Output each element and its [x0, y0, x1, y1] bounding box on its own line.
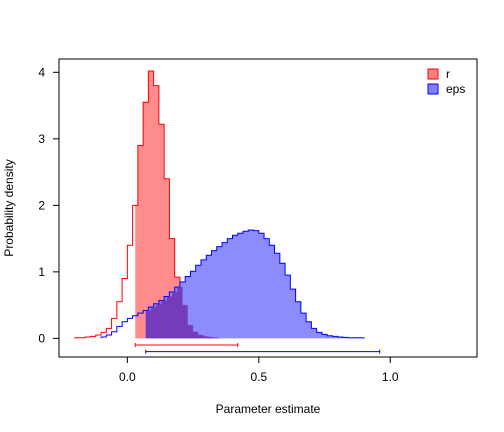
legend-label-eps: eps — [446, 82, 465, 96]
legend: r eps — [427, 67, 465, 96]
x-tick-label: 0.5 — [250, 370, 267, 384]
density-outline-eps — [100, 229, 365, 339]
x-axis: 0.0 0.5 1.0 — [119, 356, 399, 384]
y-tick-label: 1 — [38, 265, 45, 279]
x-axis-title: Parameter estimate — [216, 402, 321, 416]
legend-swatch-eps — [427, 83, 439, 95]
y-tick-label: 0 — [38, 331, 45, 345]
hpd-fill-r — [135, 70, 217, 339]
plot-region — [74, 70, 381, 354]
overlap-fill — [145, 287, 238, 339]
hpd-fill-eps — [145, 229, 364, 339]
legend-label-r: r — [446, 67, 450, 81]
y-tick-label: 2 — [38, 198, 45, 212]
y-tick-label: 4 — [38, 65, 45, 79]
x-tick-label: 1.0 — [382, 370, 399, 384]
legend-swatch-r — [427, 68, 439, 80]
y-tick-label: 3 — [38, 132, 45, 146]
y-axis-title: Probability density — [2, 159, 16, 256]
x-tick-label: 0.0 — [119, 370, 136, 384]
y-axis: 0 1 2 3 4 — [38, 65, 59, 345]
